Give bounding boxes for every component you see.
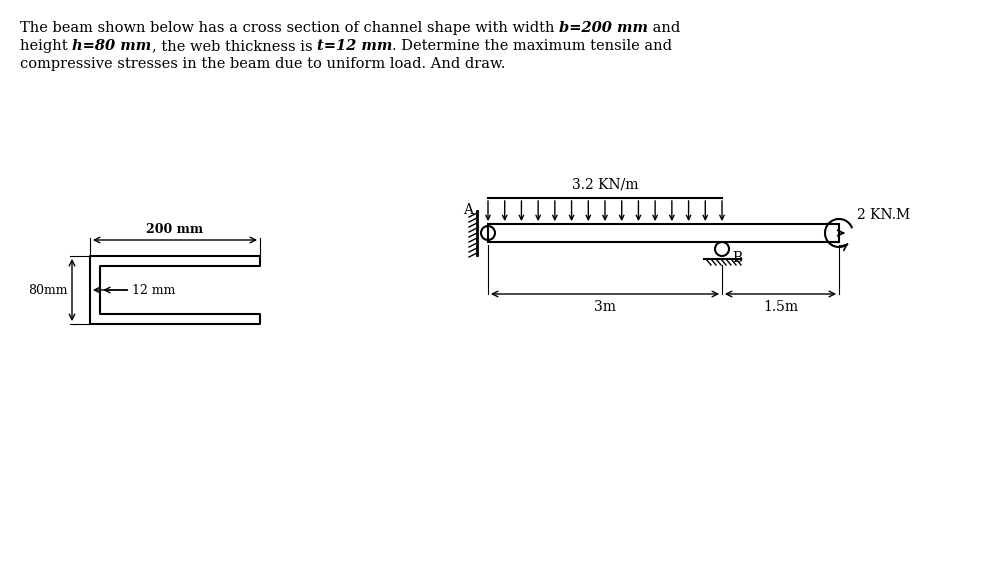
Text: . Determine the maximum tensile and: . Determine the maximum tensile and — [392, 39, 672, 53]
Text: 200 mm: 200 mm — [146, 223, 204, 236]
Text: , the web thickness is: , the web thickness is — [151, 39, 317, 53]
Text: and: and — [648, 21, 681, 35]
Text: 3m: 3m — [594, 300, 616, 314]
Text: 3.2 KN/m: 3.2 KN/m — [572, 178, 638, 192]
Text: h=80 mm: h=80 mm — [72, 39, 151, 53]
Text: The beam shown below has a cross section of channel shape with width: The beam shown below has a cross section… — [20, 21, 559, 35]
Text: 12 mm: 12 mm — [132, 284, 176, 296]
Text: 1.5m: 1.5m — [763, 300, 798, 314]
Text: 2 KN.M: 2 KN.M — [857, 208, 910, 222]
Text: A: A — [463, 203, 473, 217]
Text: b=200 mm: b=200 mm — [559, 21, 648, 35]
Text: t=12 mm: t=12 mm — [317, 39, 392, 53]
Text: height: height — [20, 39, 72, 53]
Text: 80mm: 80mm — [29, 284, 68, 296]
Text: B: B — [732, 251, 742, 265]
Text: compressive stresses in the beam due to uniform load. And draw.: compressive stresses in the beam due to … — [20, 57, 506, 71]
